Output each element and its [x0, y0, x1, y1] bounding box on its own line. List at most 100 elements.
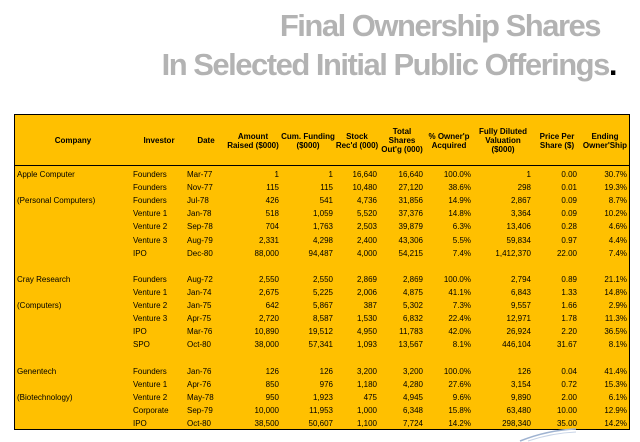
cell-amount-raised: 642 [265, 301, 279, 310]
cell-amount-raised: 10,000 [254, 405, 279, 415]
cell-ending-ownership: 11.3% [604, 314, 627, 324]
cell-pct-owner-acquired: 27.6% [448, 379, 471, 389]
cell-investor: IPO [133, 327, 147, 337]
cell-fully-diluted-valuation: 3,364 [510, 209, 531, 219]
cell-pct-owner-acquired: 15.8% [448, 405, 471, 415]
cell-date: Aug-72 [187, 274, 213, 284]
cell-fully-diluted-valuation: 446,104 [502, 340, 531, 350]
cell-date [187, 351, 223, 364]
cell-investor [133, 260, 185, 273]
cell-amount-raised: 10,890 [254, 327, 279, 337]
cell-pct-owner-acquired: 41.1% [448, 287, 471, 297]
cell-total-shares: 7,724 [402, 418, 423, 428]
table-row: Venture 1 Jan-78 518 1,059 5,520 37,376 14.8% 3… [15, 207, 629, 220]
cell-date [187, 260, 223, 273]
header-total-shares: Total Shares Out'g (000) [381, 127, 423, 154]
cell-cum-funding: 5,867 [312, 301, 333, 310]
cell-total-shares: 4,945 [402, 392, 423, 402]
cell-amount-raised: 1 [274, 170, 279, 179]
cell-investor: Venture 2 [133, 222, 168, 232]
header-cum-funding: Cum. Funding ($000) [281, 131, 335, 150]
cell-ending-ownership: 4.6% [608, 222, 627, 232]
cell-date: Sep-79 [187, 405, 213, 415]
cell-total-shares [379, 260, 423, 273]
cell-date: Jan-75 [187, 301, 212, 310]
cell-pct-owner-acquired [425, 351, 471, 364]
cell-total-shares: 31,856 [398, 196, 423, 206]
cell-amount-raised: 950 [265, 392, 279, 402]
table-row: Venture 3 Aug-79 2,331 4,298 2,400 43,306 5.5%… [15, 234, 629, 247]
cell-date: Oct-80 [187, 418, 212, 428]
cell-total-shares: 6,348 [402, 405, 423, 415]
table-row: Venture 2 Sep-78 704 1,763 2,503 39,879 6.3% 13… [15, 220, 629, 233]
cell-date: Nov-77 [187, 183, 213, 193]
cell-investor: Corporate [133, 405, 169, 415]
table-row: Apple Computer Founders Mar-77 1 1 16,640 16,6… [15, 168, 629, 181]
cell-stock-recd: 2,400 [356, 235, 377, 245]
cell-amount-raised: 126 [265, 366, 279, 376]
cell-price-per-share: 31.67 [556, 340, 577, 350]
cell-amount-raised: 2,550 [258, 274, 279, 284]
cell-pct-owner-acquired: 22.4% [448, 314, 471, 324]
cell-total-shares: 11,783 [399, 327, 423, 337]
cell-cum-funding: 976 [319, 379, 333, 389]
cell-investor: IPO [133, 418, 147, 428]
cell-company [17, 325, 129, 338]
cell-cum-funding: 1,923 [312, 392, 333, 402]
cell-total-shares: 6,832 [402, 314, 423, 324]
cell-stock-recd: 1,180 [356, 379, 377, 389]
cell-stock-recd: 10,480 [352, 183, 377, 193]
cell-price-per-share: 0.01 [561, 183, 577, 193]
cell-total-shares: 13,567 [398, 340, 423, 350]
cell-stock-recd: 4,736 [356, 196, 377, 206]
table-row: Genentech Founders Jan-76 126 126 3,200 3,200 1… [15, 365, 629, 378]
cell-date: Jan-74 [187, 287, 212, 297]
cell-total-shares: 39,879 [398, 222, 423, 232]
cell-price-per-share: 1.33 [561, 287, 577, 297]
cell-pct-owner-acquired: 6.3% [452, 222, 471, 232]
cell-fully-diluted-valuation: 298,340 [502, 418, 531, 428]
cell-pct-owner-acquired: 100.0% [443, 170, 471, 179]
header-ending-ownership: Ending Owner'Ship [582, 131, 628, 150]
cell-fully-diluted-valuation: 13,406 [506, 222, 531, 232]
cell-fully-diluted-valuation [473, 351, 531, 364]
cell-ending-ownership: 8.1% [608, 340, 627, 350]
table-header: Company Investor Date Amount Raised ($000) C… [15, 115, 629, 166]
cell-date: Jan-76 [187, 366, 212, 376]
table-row: IPO Oct-80 38,500 50,607 1,100 7,724 14.2% 298,… [15, 417, 629, 429]
header-investor: Investor [143, 136, 175, 145]
cell-company [17, 207, 129, 220]
cell-total-shares: 54,215 [398, 248, 423, 258]
cell-investor: Venture 1 [133, 287, 168, 297]
cell-stock-recd [335, 351, 377, 364]
cell-ending-ownership: 19.3% [604, 183, 627, 193]
cell-ending-ownership: 21.1% [604, 274, 627, 284]
cell-company [17, 286, 129, 299]
table-row: Venture 3 Apr-75 2,720 8,587 1,530 6,832 22.4%… [15, 312, 629, 325]
cell-investor: IPO [133, 248, 147, 258]
table-row: Venture 1 Jan-74 2,675 5,225 2,006 4,875 41.1%… [15, 286, 629, 299]
cell-amount-raised: 850 [265, 379, 279, 389]
cell-amount-raised: 38,500 [254, 418, 279, 428]
cell-ending-ownership: 8.7% [608, 196, 627, 206]
cell-total-shares: 5,302 [402, 301, 423, 310]
cell-date: Apr-76 [187, 379, 212, 389]
cell-date: Sep-78 [187, 222, 213, 232]
cell-fully-diluted-valuation [473, 260, 531, 273]
cell-company [17, 417, 129, 429]
table-row: (Computers) Venture 2 Jan-75 642 5,867 387 5,3… [15, 299, 629, 312]
table-row: SPO Oct-80 38,000 57,341 1,093 13,567 8.1% 446,… [15, 338, 629, 351]
cell-price-per-share: 0.97 [561, 235, 577, 245]
cell-fully-diluted-valuation: 1,412,370 [495, 248, 531, 258]
cell-pct-owner-acquired: 5.5% [452, 235, 471, 245]
cell-date: Aug-79 [187, 235, 213, 245]
cell-cum-funding: 1,763 [312, 222, 333, 232]
cell-company: (Biotechnology) [17, 392, 73, 402]
cell-cum-funding: 5,225 [312, 287, 333, 297]
cell-stock-recd: 4,950 [356, 327, 377, 337]
cell-date: Jul-78 [187, 196, 209, 206]
cell-price-per-share: 0.28 [561, 222, 577, 232]
cell-investor: Venture 2 [133, 392, 168, 402]
cell-company: Cray Research [17, 274, 71, 284]
cell-pct-owner-acquired: 38.6% [448, 183, 471, 193]
